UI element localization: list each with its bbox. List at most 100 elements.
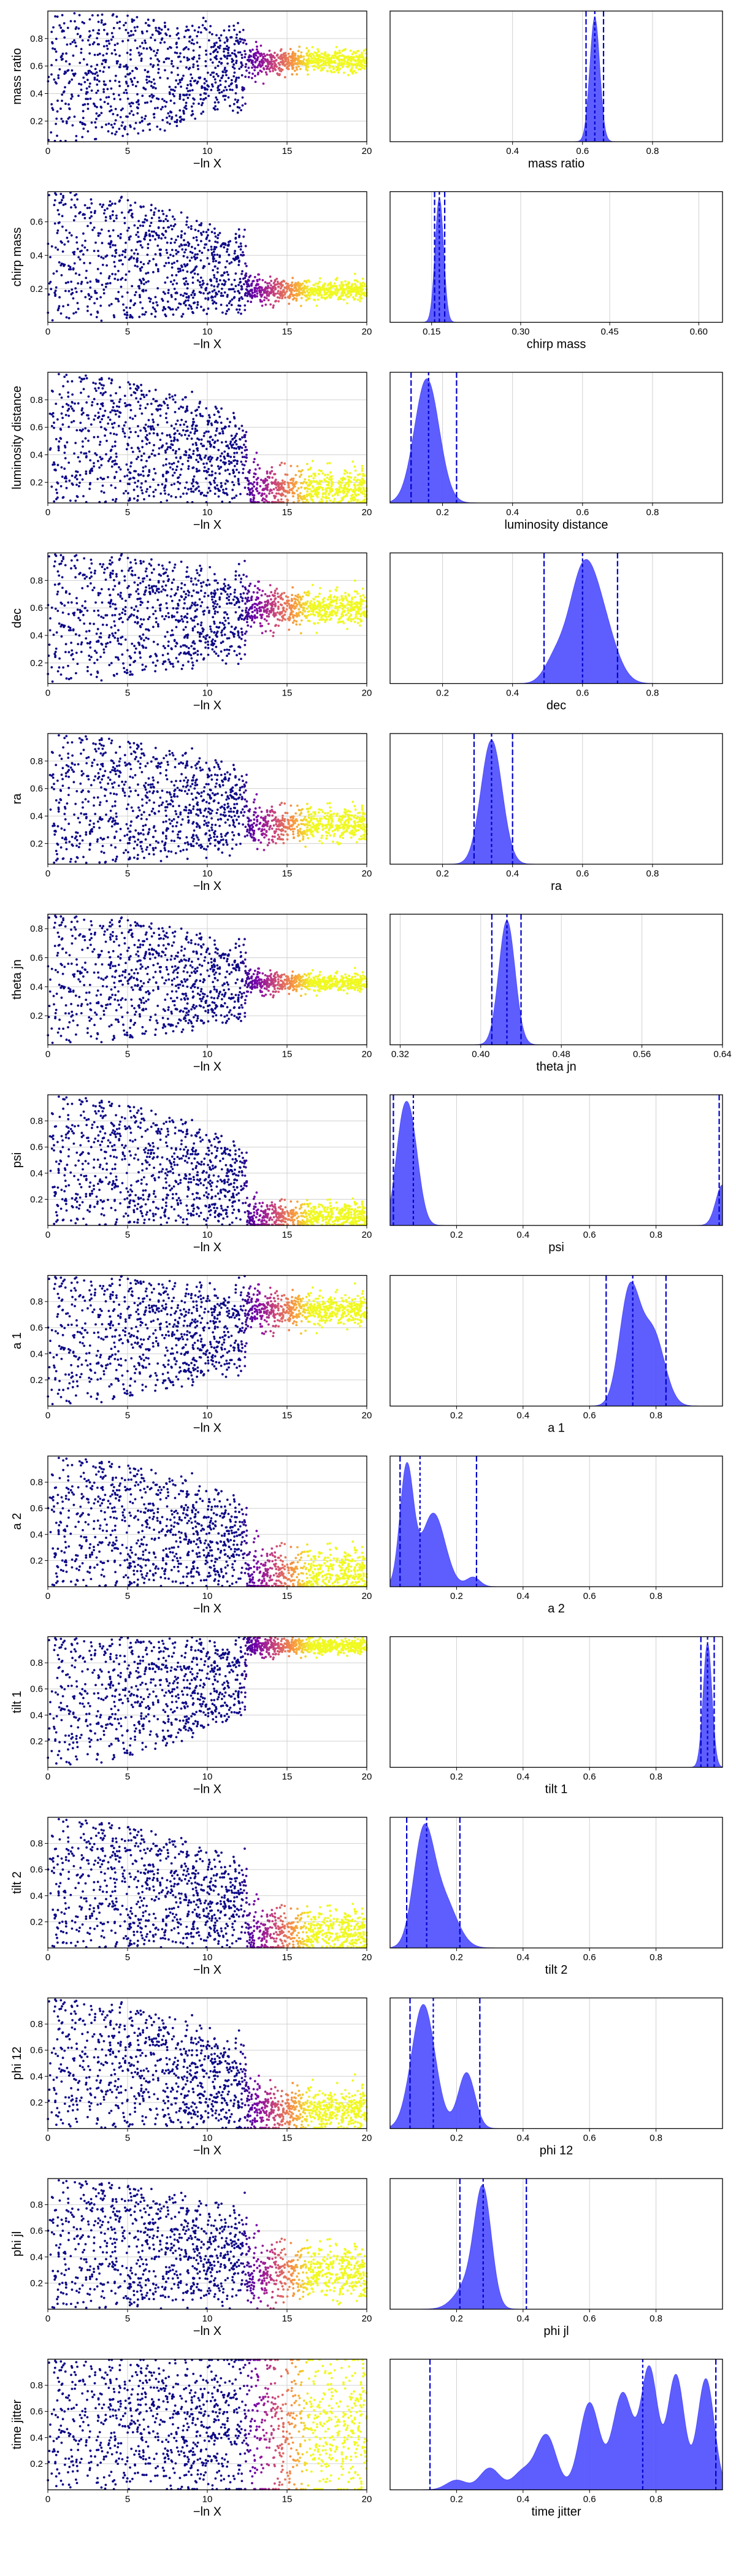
trace-point: [299, 68, 302, 71]
trace-point: [153, 50, 155, 52]
trace-point: [340, 286, 342, 289]
trace-point: [167, 407, 169, 409]
trace-point: [227, 453, 229, 455]
trace-point: [79, 258, 82, 261]
trace-point: [266, 58, 269, 61]
trace-point: [214, 50, 217, 52]
trace-point: [112, 13, 115, 16]
trace-point: [275, 486, 277, 489]
trace-point: [256, 290, 258, 293]
trace-point: [242, 104, 244, 107]
trace-point: [77, 402, 80, 405]
trace-point: [283, 481, 286, 483]
trace-point: [223, 55, 226, 57]
trace-point: [138, 285, 140, 288]
trace-point: [144, 427, 147, 430]
trace-point: [248, 59, 250, 61]
trace-point: [217, 267, 219, 270]
trace-point: [198, 439, 201, 441]
trace-point: [272, 67, 274, 70]
trace-point: [144, 39, 146, 42]
trace-point: [103, 491, 105, 494]
trace-point: [207, 468, 210, 470]
trace-point: [221, 274, 224, 277]
trace-point: [234, 465, 236, 467]
trace-point: [207, 229, 210, 231]
trace-point: [148, 229, 150, 232]
trace-point: [197, 244, 199, 247]
trace-point: [321, 69, 324, 71]
trace-point: [149, 301, 151, 303]
trace-point: [187, 299, 190, 302]
trace-point: [136, 101, 138, 104]
trace-point: [224, 483, 227, 485]
trace-point: [172, 474, 174, 477]
trace-point: [186, 84, 189, 86]
trace-point: [234, 252, 236, 255]
trace-point: [129, 431, 132, 434]
trace-point: [124, 222, 126, 224]
y-tick-label: 0.2: [30, 116, 43, 126]
trace-point: [173, 433, 175, 435]
trace-point: [350, 477, 352, 479]
trace-point: [185, 280, 188, 283]
trace-point: [87, 39, 90, 42]
trace-point: [193, 50, 195, 52]
trace-point: [231, 435, 233, 437]
trace-point: [145, 491, 148, 493]
trace-point: [120, 278, 122, 281]
trace-point: [335, 285, 337, 288]
trace-point: [336, 277, 339, 279]
trace-point: [263, 480, 265, 482]
trace-point: [145, 480, 147, 483]
trace-point: [182, 75, 185, 77]
trace-point: [218, 256, 221, 258]
trace-point: [197, 230, 200, 232]
trace-point: [256, 45, 258, 48]
trace-point: [195, 236, 197, 239]
trace-point: [165, 417, 167, 420]
trace-point: [213, 277, 216, 279]
trace-point: [136, 47, 139, 50]
trace-point: [79, 121, 82, 123]
trace-point: [95, 92, 98, 94]
trace-point: [139, 45, 142, 48]
trace-point: [214, 421, 217, 423]
trace-point: [204, 60, 207, 63]
trace-point: [114, 80, 117, 82]
trace-point: [318, 55, 321, 58]
trace-point: [309, 488, 311, 490]
trace-point: [153, 213, 155, 216]
trace-point: [269, 490, 271, 493]
trace-point: [118, 66, 121, 68]
trace-point: [242, 89, 244, 91]
trace-point: [207, 297, 210, 299]
y-tick-label: 0.4: [30, 250, 43, 261]
trace-point: [207, 491, 209, 494]
trace-point: [129, 316, 131, 318]
trace-point: [261, 61, 263, 64]
trace-point: [164, 69, 166, 72]
trace-point: [251, 490, 254, 493]
trace-point: [166, 404, 169, 407]
trace-point: [167, 220, 169, 222]
trace-point: [237, 482, 240, 485]
trace-point: [253, 481, 256, 483]
trace-point: [337, 494, 339, 496]
trace-point: [146, 101, 148, 104]
trace-point: [96, 112, 98, 115]
trace-point: [228, 278, 230, 281]
trace-point: [94, 68, 97, 71]
trace-point: [191, 110, 194, 112]
trace-point: [103, 45, 105, 48]
trace-point: [113, 123, 116, 125]
trace-point: [82, 213, 85, 215]
trace-point: [170, 224, 172, 227]
trace-point: [279, 58, 282, 60]
trace-point: [292, 55, 294, 57]
trace-point: [217, 51, 219, 53]
trace-point: [214, 296, 217, 298]
trace-point: [113, 316, 115, 318]
trace-point: [124, 251, 126, 253]
trace-point: [156, 126, 158, 128]
